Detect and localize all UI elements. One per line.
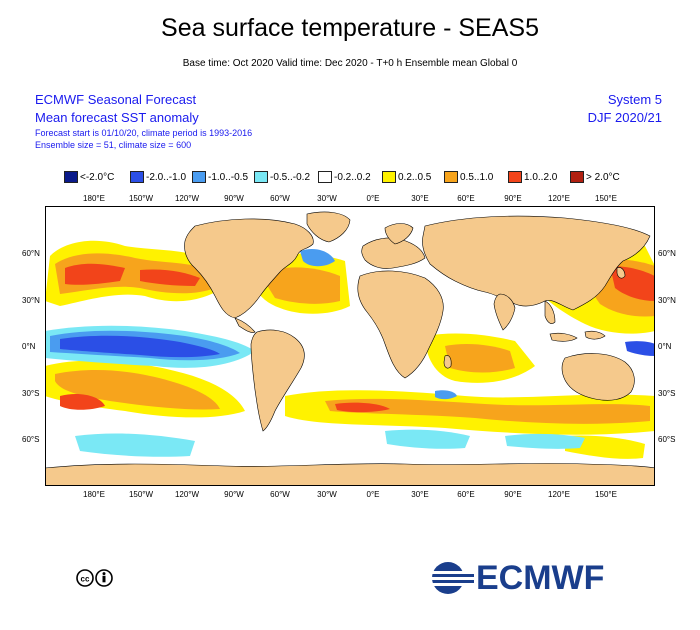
legend-swatch xyxy=(130,171,144,183)
lat-label: 30°S xyxy=(22,389,40,398)
chart-title: Sea surface temperature - SEAS5 xyxy=(161,14,539,42)
lon-label: 60°W xyxy=(270,194,290,203)
lon-label: 90°E xyxy=(504,490,522,499)
lat-label: 60°S xyxy=(22,435,40,444)
land-masses xyxy=(45,211,655,486)
legend-item: -0.2..0.2 xyxy=(318,170,371,184)
lat-label: 60°S xyxy=(658,435,676,444)
lat-label: 30°S xyxy=(658,389,676,398)
lon-label: 120°E xyxy=(548,490,570,499)
ensemble-size-note: Ensemble size = 51, climate size = 600 xyxy=(35,140,192,150)
legend-label: <-2.0°C xyxy=(80,171,115,183)
lon-label: 120°E xyxy=(548,194,570,203)
lat-label: 60°N xyxy=(22,249,40,258)
creative-commons-icon: cc xyxy=(76,569,116,587)
lat-label: 30°N xyxy=(658,296,676,305)
color-legend: <-2.0°C -2.0..-1.0 -1.0..-0.5 -0.5..-0.2… xyxy=(64,170,664,186)
lat-label: 60°N xyxy=(658,249,676,258)
lon-label: 0°E xyxy=(366,490,380,499)
lon-label: 90°W xyxy=(224,490,244,499)
lon-label: 60°W xyxy=(270,490,290,499)
legend-item: > 2.0°C xyxy=(570,170,620,184)
legend-label: -1.0..-0.5 xyxy=(208,171,249,183)
legend-swatch xyxy=(570,171,584,183)
sst-anomaly-map xyxy=(45,206,655,486)
lon-label: 30°W xyxy=(317,490,337,499)
legend-swatch xyxy=(254,171,268,183)
legend-label: -0.5..-0.2 xyxy=(270,171,311,183)
lon-label: 60°E xyxy=(457,490,475,499)
lon-label: 150°E xyxy=(595,194,617,203)
legend-label: 0.2..0.5 xyxy=(398,171,432,183)
ecmwf-logo: ECMWF xyxy=(428,559,632,597)
legend-item: -1.0..-0.5 xyxy=(192,170,248,184)
lat-label: 30°N xyxy=(22,296,40,305)
lon-label: 180°E xyxy=(83,194,105,203)
lon-label: 150°W xyxy=(128,490,154,499)
map-svg xyxy=(45,206,655,486)
legend-swatch xyxy=(508,171,522,183)
legend-label: 1.0..2.0 xyxy=(524,171,558,183)
legend-label: > 2.0°C xyxy=(586,171,620,183)
legend-swatch xyxy=(444,171,458,183)
lat-label: 0°N xyxy=(22,342,36,351)
lon-label: 150°E xyxy=(595,490,617,499)
lon-label: 30°E xyxy=(411,490,429,499)
legend-item: -2.0..-1.0 xyxy=(130,170,186,184)
lon-label: 30°E xyxy=(411,194,429,203)
svg-text:cc: cc xyxy=(81,575,90,584)
lon-label: 90°W xyxy=(224,194,244,203)
lon-label: 90°E xyxy=(504,194,522,203)
legend-label: 0.5..1.0 xyxy=(460,171,494,183)
legend-swatch xyxy=(318,171,332,183)
ecmwf-emblem-icon xyxy=(428,562,474,594)
lon-label: 30°W xyxy=(317,194,337,203)
forecast-start-note: Forecast start is 01/10/20, climate peri… xyxy=(35,128,253,138)
anomaly-field-cold xyxy=(45,249,655,457)
legend-label: -0.2..0.2 xyxy=(334,171,371,183)
legend-item: 1.0..2.0 xyxy=(508,170,557,184)
lon-label: 180°E xyxy=(83,490,105,499)
legend-item: -0.5..-0.2 xyxy=(254,170,310,184)
legend-item: <-2.0°C xyxy=(64,170,114,184)
legend-swatch xyxy=(382,171,396,183)
lon-label: 150°W xyxy=(128,194,154,203)
map-frame xyxy=(45,206,655,486)
legend-item: 0.2..0.5 xyxy=(382,170,431,184)
ecmwf-brand-text: ECMWF xyxy=(476,559,605,597)
forecast-variable: Mean forecast SST anomaly xyxy=(35,110,199,125)
lon-label: 120°W xyxy=(174,490,200,499)
season-label: DJF 2020/21 xyxy=(587,110,662,125)
legend-label: -2.0..-1.0 xyxy=(146,171,187,183)
legend-item: 0.5..1.0 xyxy=(444,170,493,184)
lon-label: 120°W xyxy=(174,194,200,203)
forecast-source: ECMWF Seasonal Forecast xyxy=(35,92,197,107)
lon-label: 60°E xyxy=(457,194,475,203)
lon-label: 0°E xyxy=(366,194,380,203)
chart-subtitle: Base time: Oct 2020 Valid time: Dec 2020… xyxy=(182,58,518,69)
system-label: System 5 xyxy=(607,92,662,107)
legend-swatch xyxy=(192,171,206,183)
legend-swatch xyxy=(64,171,78,183)
lat-label: 0°N xyxy=(658,342,672,351)
